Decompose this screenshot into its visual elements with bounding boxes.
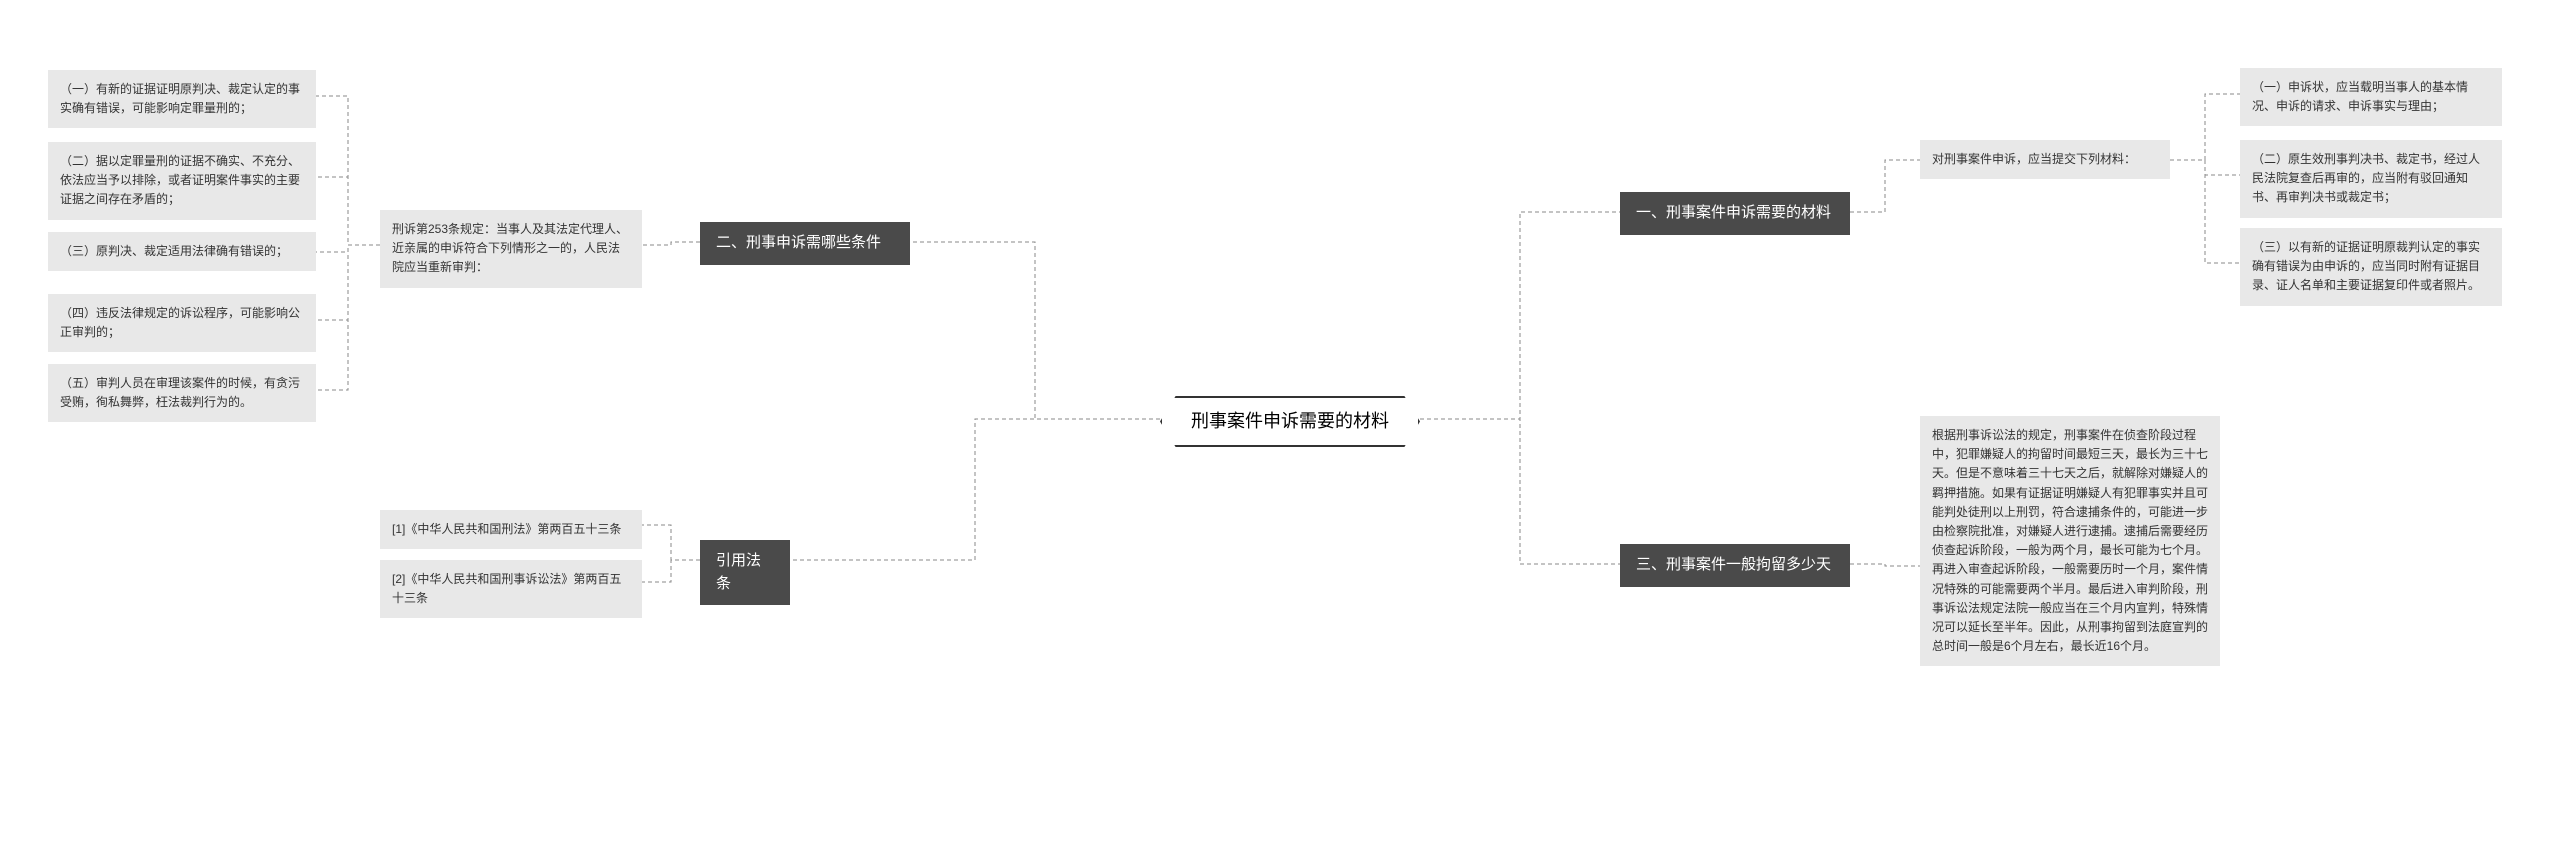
branch-b4-leaf-1: [2]《中华人民共和国刑事诉讼法》第两百五十三条 [380,560,642,618]
branch-b2-leaf-2: （三）原判决、裁定适用法律确有错误的； [48,232,316,271]
branch-b1-leaf-2: （三）以有新的证据证明原裁判认定的事实确有错误为由申诉的，应当同时附有证据目录、… [2240,228,2502,306]
center-node: 刑事案件申诉需要的材料 [1160,396,1420,447]
branch-b1-leaf-1: （二）原生效刑事判决书、裁定书，经过人民法院复查后再审的，应当附有驳回通知书、再… [2240,140,2502,218]
branch-b2-leaf-0: （一）有新的证据证明原判决、裁定认定的事实确有错误，可能影响定罪量刑的； [48,70,316,128]
branch-b1-leaf-0: （一）申诉状，应当载明当事人的基本情况、申诉的请求、申诉事实与理由； [2240,68,2502,126]
branch-b4-leaf-0: [1]《中华人民共和国刑法》第两百五十三条 [380,510,642,549]
branch-b3-leaf: 根据刑事诉讼法的规定，刑事案件在侦查阶段过程中，犯罪嫌疑人的拘留时间最短三天，最… [1920,416,2220,666]
branch-b2-leaf-4: （五）审判人员在审理该案件的时候，有贪污受贿，徇私舞弊，枉法裁判行为的。 [48,364,316,422]
branch-b2: 二、刑事申诉需哪些条件 [700,222,910,265]
branch-b4: 引用法条 [700,540,790,605]
branch-b1: 一、刑事案件申诉需要的材料 [1620,192,1850,235]
branch-b2-sub: 刑诉第253条规定：当事人及其法定代理人、近亲属的申诉符合下列情形之一的，人民法… [380,210,642,288]
branch-b2-leaf-1: （二）据以定罪量刑的证据不确实、不充分、依法应当予以排除，或者证明案件事实的主要… [48,142,316,220]
branch-b2-leaf-3: （四）违反法律规定的诉讼程序，可能影响公正审判的； [48,294,316,352]
branch-b3: 三、刑事案件一般拘留多少天 [1620,544,1850,587]
branch-b1-sub: 对刑事案件申诉，应当提交下列材料： [1920,140,2170,179]
